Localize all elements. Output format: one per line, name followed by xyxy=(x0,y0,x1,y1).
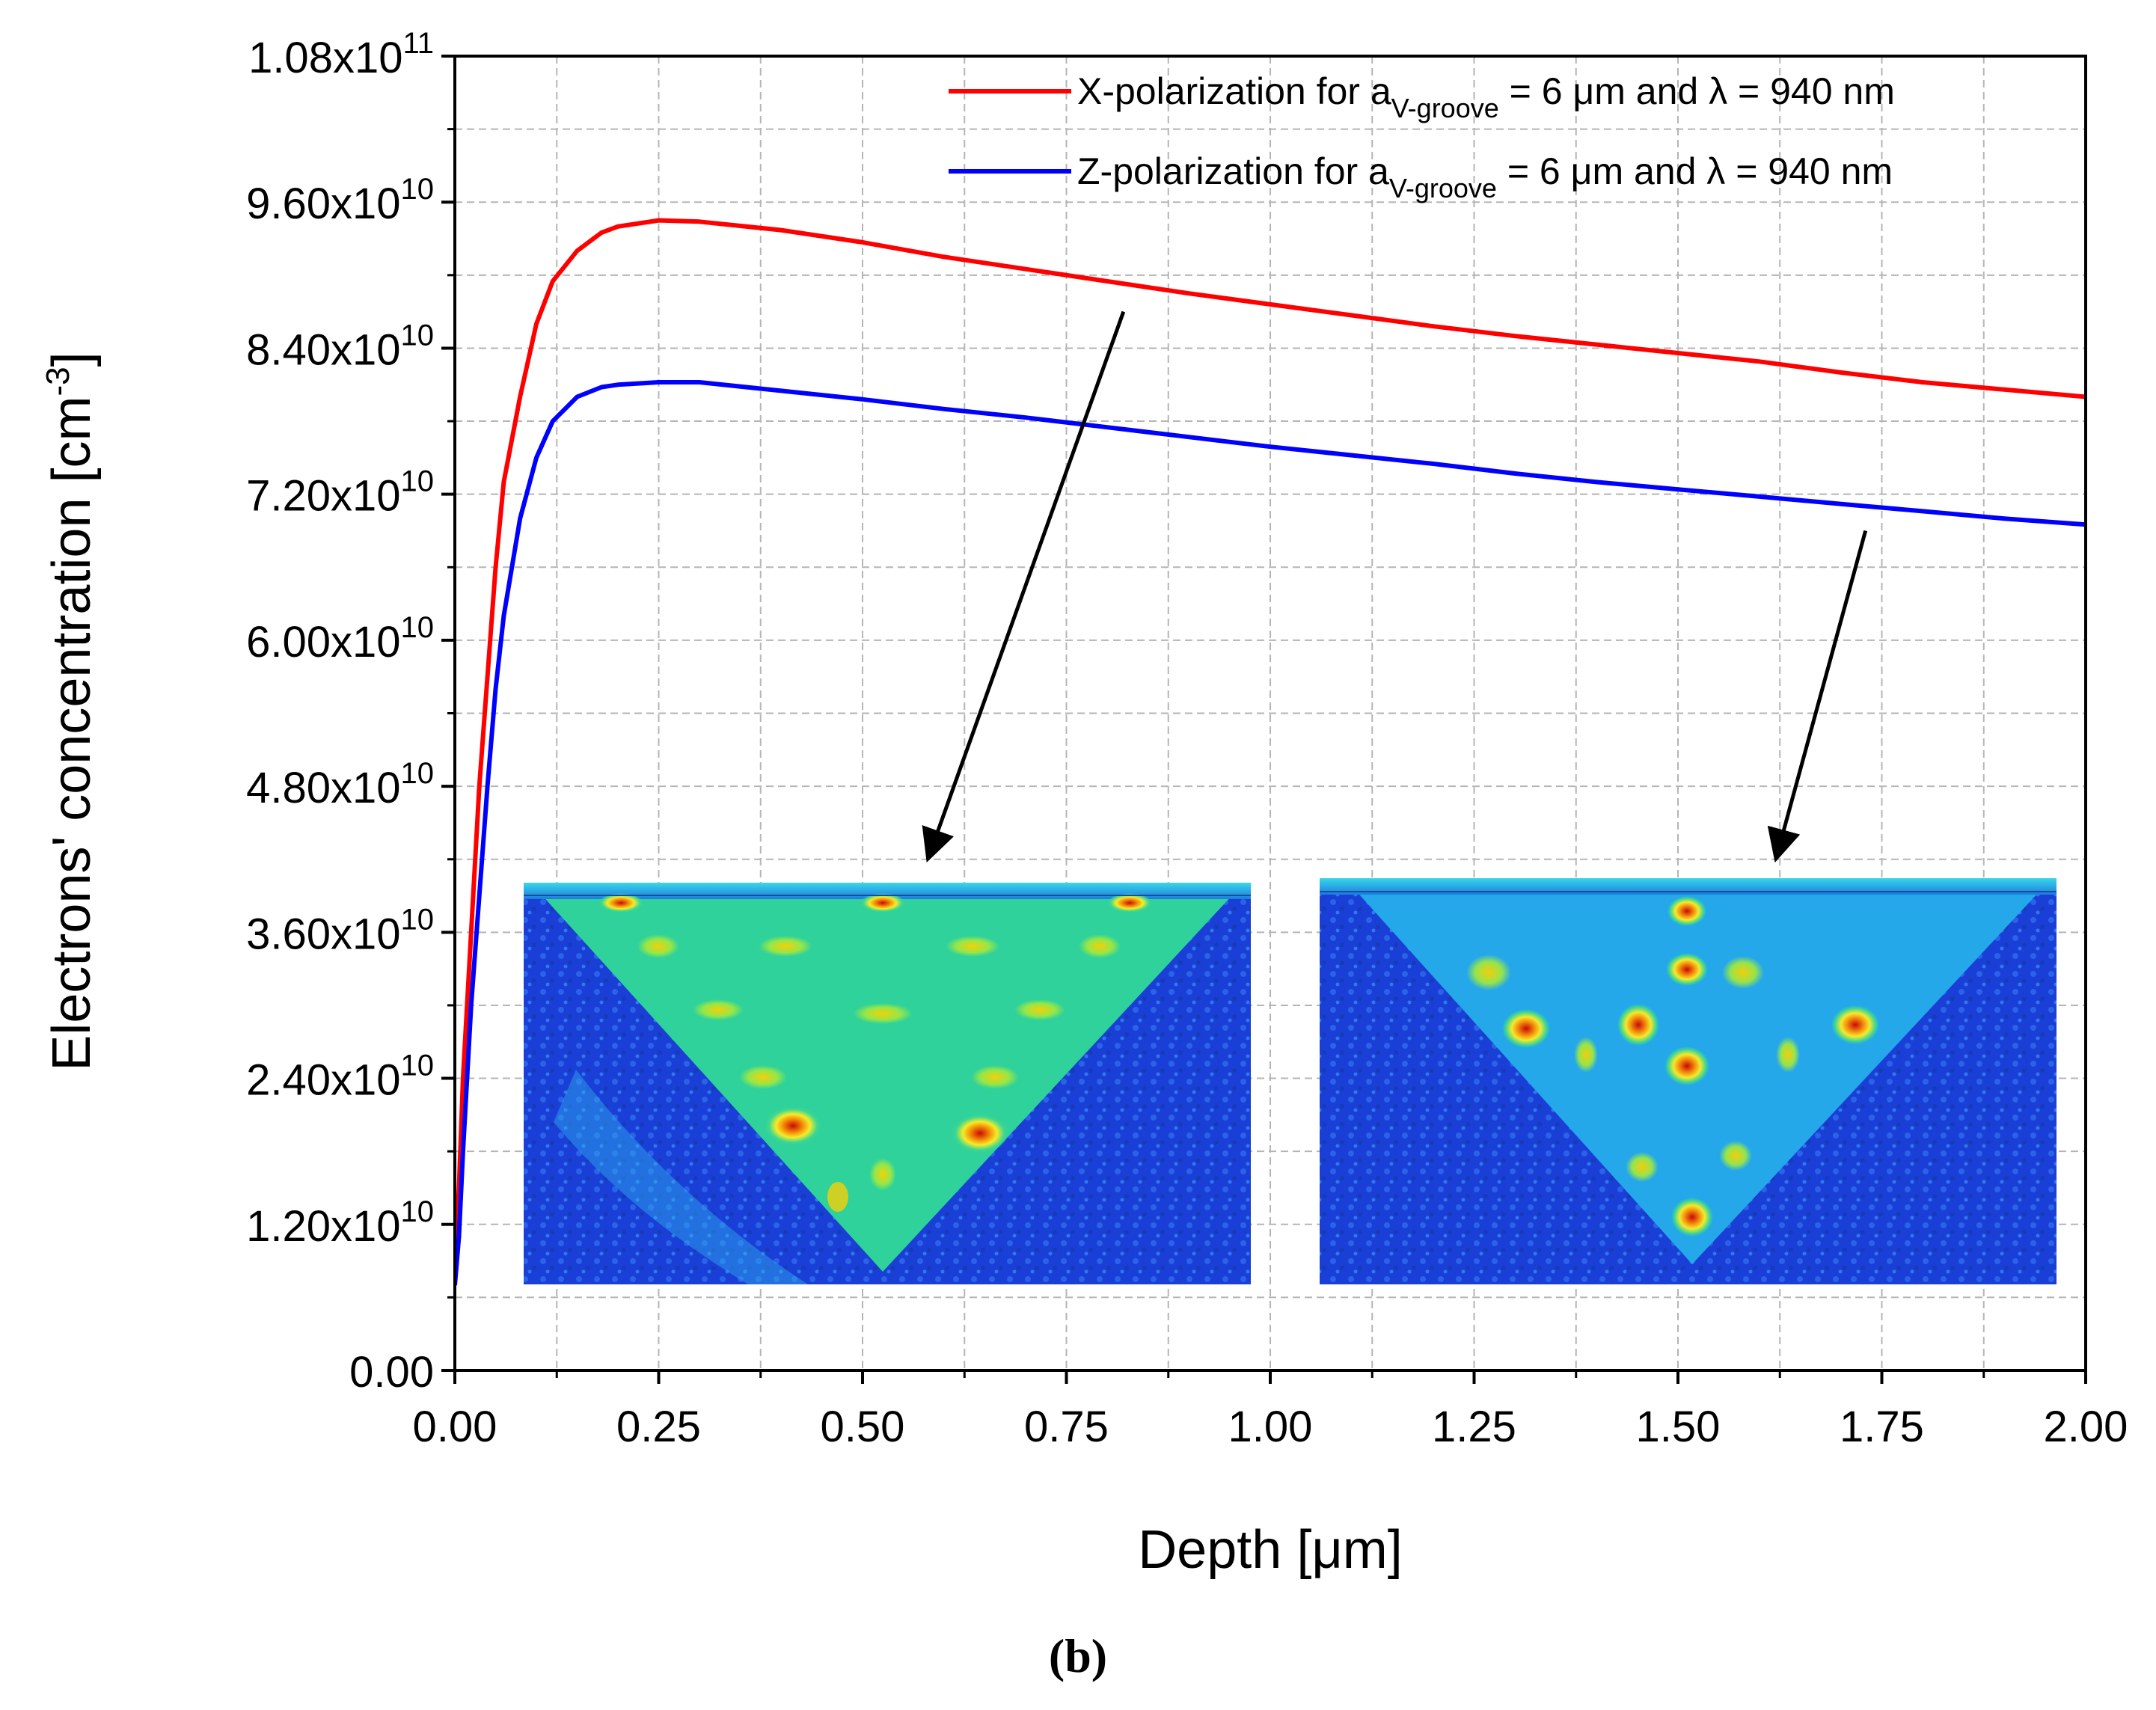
annotation-arrow-2 xyxy=(1767,530,1868,863)
x-tick-label: 1.50 xyxy=(1636,1403,1721,1451)
x-tick-label: 2.00 xyxy=(2044,1403,2128,1451)
x-polarization-series-line xyxy=(455,218,2086,1274)
y-axis-title-main: Electrons' concentration [cm xyxy=(42,396,102,1070)
y-tick-label: 7.20x1010 xyxy=(246,465,434,521)
x-tick-label: 0.75 xyxy=(1024,1403,1109,1451)
x-tick-label: 0.00 xyxy=(413,1403,497,1451)
y-tick-label: 1.08x1011 xyxy=(248,27,434,82)
x-tick-label: 1.75 xyxy=(1840,1403,1924,1451)
y-tick-label: 4.80x1010 xyxy=(246,757,434,812)
y-axis-title-suffix: ] xyxy=(42,352,102,367)
y-tick-label: 1.20x1010 xyxy=(246,1195,434,1251)
x-tick-label: 0.25 xyxy=(616,1403,701,1451)
z-polarization-field-map xyxy=(1320,878,2057,1284)
y-axis-title-sup: -3 xyxy=(40,367,76,396)
x-axis-title: Depth [μm] xyxy=(1138,1520,1403,1580)
x-polarization-field-map xyxy=(524,883,1251,1284)
y-tick-label: 6.00x1010 xyxy=(246,611,434,666)
y-tick-label: 2.40x1010 xyxy=(246,1049,434,1105)
y-tick-label: 9.60x1010 xyxy=(246,173,434,228)
y-tick-label: 0.00 xyxy=(349,1348,434,1397)
figure-caption: (b) xyxy=(1049,1629,1107,1682)
legend-label: Z-polarization for aV-groove = 6 μm and … xyxy=(1077,150,1893,203)
annotation-arrow-1 xyxy=(922,310,1126,862)
z-polarization-series-line xyxy=(455,380,2086,1286)
x-tick-label: 0.50 xyxy=(821,1403,905,1451)
y-axis-title: Electrons' concentration [cm-3] xyxy=(40,352,102,1070)
y-tick-label: 8.40x1010 xyxy=(246,319,434,374)
y-tick-label: 3.60x1010 xyxy=(246,903,434,958)
legend-label: X-polarization for aV-groove = 6 μm and … xyxy=(1077,70,1895,123)
x-tick-label: 1.00 xyxy=(1228,1403,1313,1451)
x-tick-label: 1.25 xyxy=(1432,1403,1516,1451)
